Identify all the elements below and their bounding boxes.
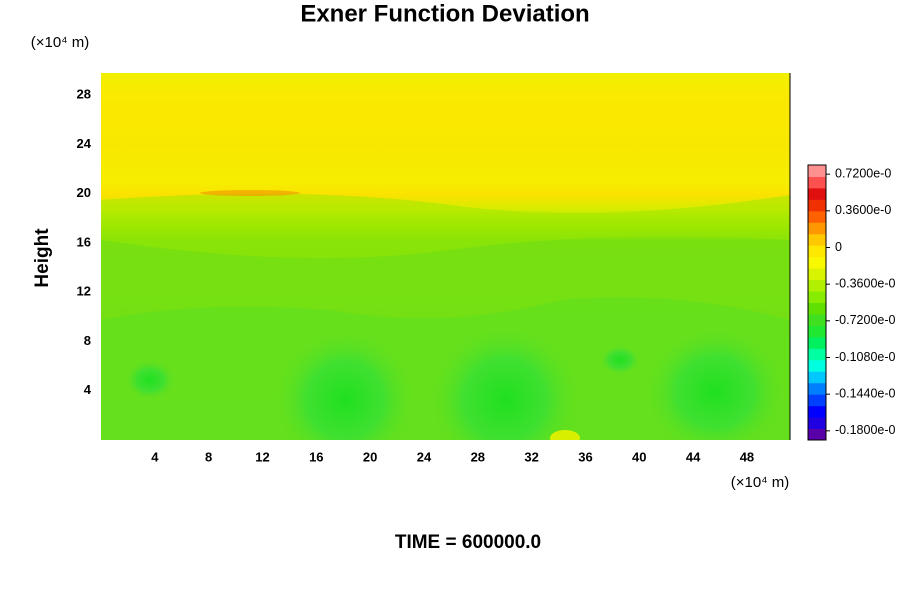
- x-tick-label: 48: [740, 449, 754, 464]
- y-unit: (×10⁴ m): [31, 34, 90, 51]
- field-band: [200, 190, 300, 196]
- x-tick-label: 24: [417, 449, 432, 464]
- y-tick-label: 8: [84, 333, 91, 348]
- field-blob: [125, 360, 175, 400]
- colorbar-band: [808, 256, 826, 269]
- colorbar-band: [808, 394, 826, 407]
- colorbar-band: [808, 187, 826, 200]
- field-blob: [645, 327, 785, 440]
- colorbar-band: [808, 199, 826, 212]
- chart-title: Exner Function Deviation: [300, 0, 589, 27]
- colorbar-band: [808, 348, 826, 361]
- colorbar-band: [808, 210, 826, 223]
- colorbar-band: [808, 417, 826, 430]
- colorbar-band: [808, 245, 826, 258]
- y-tick-label: 12: [77, 284, 91, 299]
- y-tick-label: 20: [77, 185, 91, 200]
- x-tick-label: 44: [686, 449, 701, 464]
- contour-field: [101, 73, 790, 440]
- x-tick-label: 4: [151, 449, 159, 464]
- y-axis-label: Height: [32, 228, 53, 288]
- field-band: [101, 193, 790, 258]
- colorbar-band: [808, 336, 826, 349]
- x-tick-label: 28: [471, 449, 485, 464]
- colorbar-frame: [807, 164, 827, 441]
- colorbar-band: [808, 176, 826, 189]
- colorbar-band: [808, 428, 826, 441]
- y-tick-label: 4: [84, 382, 92, 397]
- footer: TIME = 600000.0: [395, 532, 541, 553]
- colorbar-band: [808, 313, 826, 326]
- colorbar-tick-label: 0.7200e-0: [835, 166, 891, 180]
- colorbar-band: [808, 382, 826, 395]
- colorbar-band: [808, 371, 826, 384]
- field-blob: [600, 345, 640, 375]
- colorbar-band: [808, 291, 826, 303]
- x-tick-label: 36: [578, 449, 592, 464]
- colorbar-tick-label: -0.1080e-0: [835, 350, 896, 364]
- y-tick-label: 28: [77, 87, 91, 102]
- x-unit: (×10⁴ m): [731, 474, 790, 491]
- colorbar-band: [808, 222, 826, 235]
- x-tick-label: 12: [255, 449, 269, 464]
- colorbar-band: [808, 405, 826, 418]
- x-tick-label: 32: [524, 449, 538, 464]
- colorbar-tick-label: 0.3600e-0: [835, 203, 891, 217]
- colorbar-tick-label: -0.3600e-0: [835, 276, 896, 290]
- colorbar-tick-label: -0.1800e-0: [835, 423, 896, 437]
- colorbar-band: [808, 165, 826, 177]
- colorbar-band: [808, 233, 826, 246]
- colorbar-band: [808, 359, 826, 372]
- y-tick-label: 24: [77, 136, 92, 151]
- colorbar-tick-label: -0.1440e-0: [835, 386, 896, 400]
- field-blob: [430, 325, 580, 440]
- x-tick-label: 8: [205, 449, 212, 464]
- field-blob: [275, 330, 415, 440]
- colorbar-band: [808, 279, 826, 292]
- colorbar-tick-label: 0: [835, 240, 842, 254]
- x-tick-label: 40: [632, 449, 646, 464]
- colorbar-band: [808, 268, 826, 281]
- x-tick-label: 20: [363, 449, 377, 464]
- colorbar-band: [808, 302, 826, 315]
- colorbar-tick-label: -0.7200e-0: [835, 313, 896, 327]
- y-tick-label: 16: [77, 234, 91, 249]
- colorbar-band: [808, 325, 826, 338]
- field-blob: [550, 430, 580, 440]
- x-tick-label: 16: [309, 449, 323, 464]
